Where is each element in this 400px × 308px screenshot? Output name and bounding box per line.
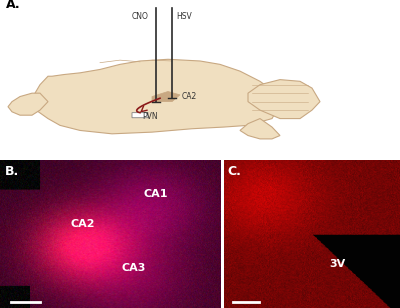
Text: B.: B. <box>4 164 19 178</box>
FancyBboxPatch shape <box>132 113 148 118</box>
Polygon shape <box>240 119 280 139</box>
Text: C.: C. <box>228 164 241 178</box>
Polygon shape <box>8 93 48 115</box>
Text: CA1: CA1 <box>143 189 168 199</box>
Text: CA2: CA2 <box>182 92 197 101</box>
Polygon shape <box>152 91 180 102</box>
Text: A.: A. <box>6 0 21 11</box>
Polygon shape <box>32 59 280 134</box>
Text: PVN: PVN <box>142 112 158 121</box>
Text: CNO: CNO <box>131 12 148 21</box>
Text: HSV: HSV <box>176 12 192 21</box>
Text: CA2: CA2 <box>70 219 95 229</box>
Polygon shape <box>248 79 320 119</box>
Text: 3V: 3V <box>330 259 346 269</box>
Text: CA3: CA3 <box>121 263 145 273</box>
